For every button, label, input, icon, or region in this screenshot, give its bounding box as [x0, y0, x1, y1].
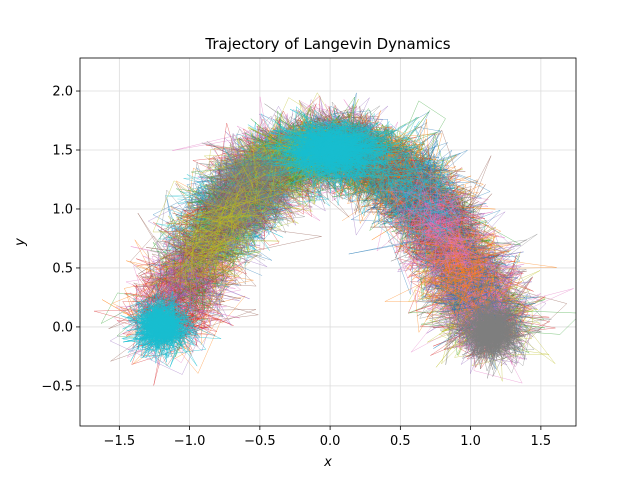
y-tick-label: 0.0 [52, 320, 73, 335]
x-tick-label: −1.5 [104, 434, 136, 449]
y-tick-label: 1.0 [52, 202, 73, 217]
trajectory-line [377, 175, 530, 339]
axes-frame [79, 57, 577, 427]
y-tick-label: −0.5 [41, 379, 73, 394]
y-axis-label: y [13, 238, 28, 247]
y-tick-label: 2.0 [52, 85, 73, 100]
x-tick-label: 1.0 [460, 434, 481, 449]
x-tick-label: 1.5 [531, 434, 552, 449]
x-axis-label: x [323, 455, 332, 470]
y-tick-label: 0.5 [52, 261, 73, 276]
ticks: −1.5 −1.0 −0.5 0.0 0.5 1.0 1.5 −0.5 0.0 0.5 1.0 1.5… [41, 85, 551, 449]
x-tick-label: 0.5 [390, 434, 411, 449]
trajectory-core-line [448, 298, 523, 370]
x-tick-label: 0.0 [320, 434, 341, 449]
y-tick-label: 1.5 [52, 144, 73, 159]
chart-title: Trajectory of Langevin Dynamics [204, 35, 450, 53]
trajectory-core-line [271, 108, 388, 188]
trajectory-line [148, 133, 324, 305]
plot-area [93, 92, 576, 386]
trajectory-core-line [260, 109, 388, 198]
x-tick-label: −1.0 [174, 434, 206, 449]
x-tick-label: −0.5 [244, 434, 276, 449]
trajectory-lines [93, 92, 576, 386]
trajectory-core-line [122, 290, 222, 364]
